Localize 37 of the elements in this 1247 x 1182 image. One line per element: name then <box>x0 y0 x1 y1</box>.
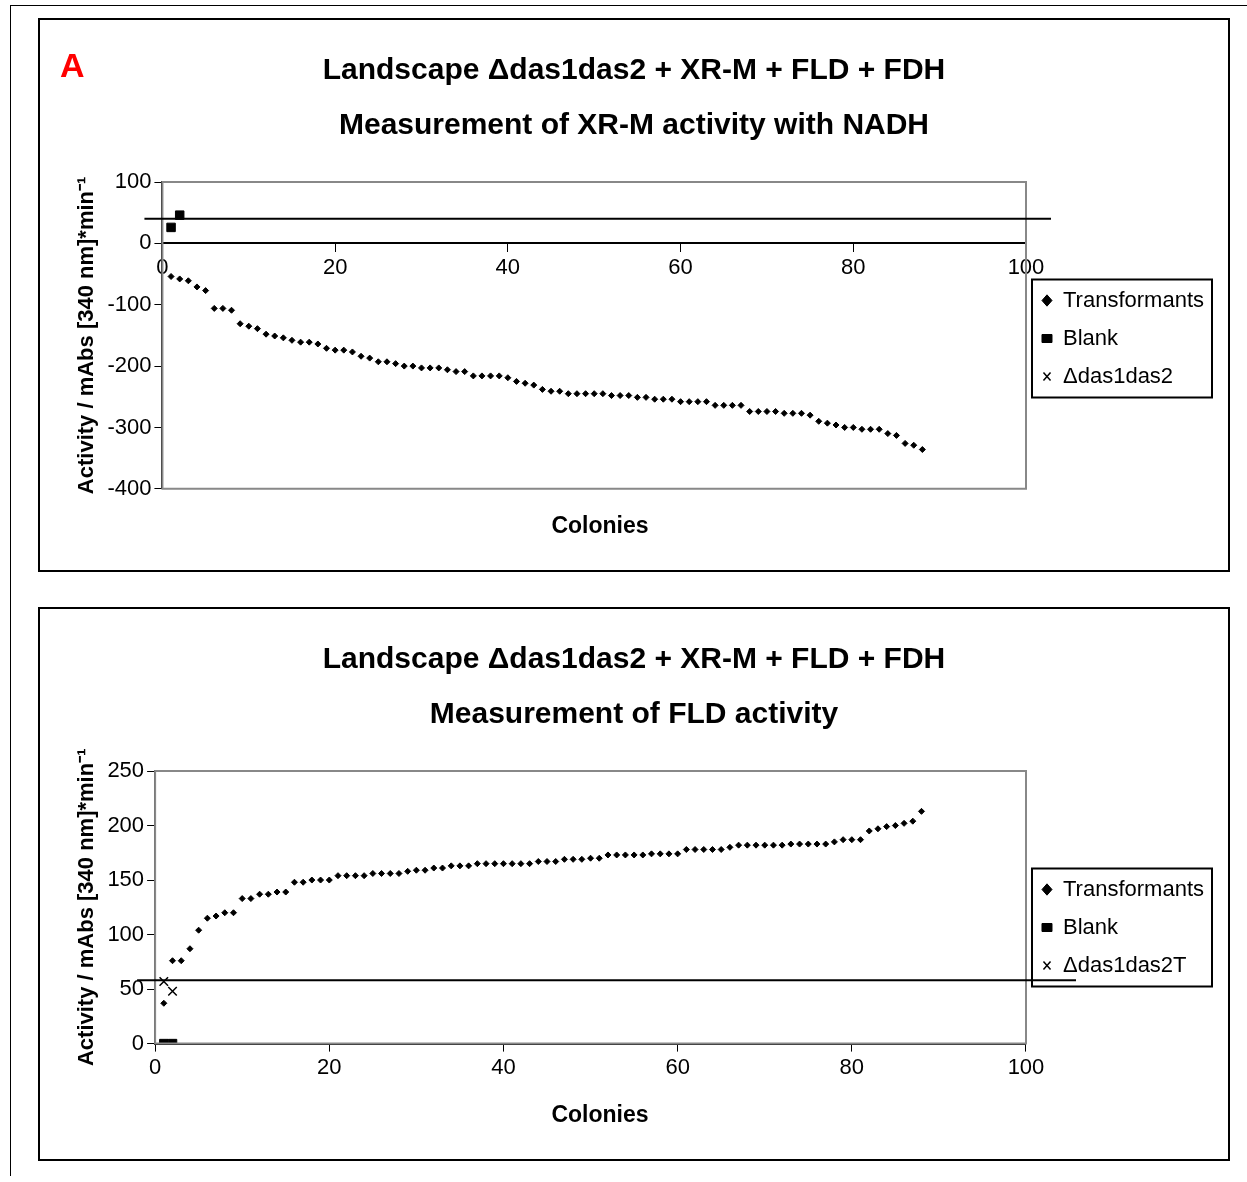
legend-label: Transformants <box>1063 875 1205 901</box>
legend-label: Δdas1das2 <box>1063 362 1174 388</box>
legend-label: Transformants <box>1063 286 1205 312</box>
x-tick-label: 80 <box>839 1053 865 1079</box>
x-tick-label: 20 <box>317 1053 342 1079</box>
x-tick-label: 100 <box>1007 1053 1045 1079</box>
x-axis-title: Colonies <box>550 512 650 539</box>
text: A <box>60 46 85 85</box>
legend-label: Blank <box>1063 913 1120 939</box>
y-axis-title: Activity / mAbs [340 nm]*min⁻¹ <box>73 748 99 1067</box>
x-tick-label: 80 <box>841 253 866 279</box>
y-tick-label: -200 <box>107 352 152 378</box>
chart-title: Landscape Δdas1das2 + XR-M + FLD + FDH <box>322 52 946 85</box>
x-tick-label: 40 <box>495 253 521 279</box>
y-tick-label: -400 <box>107 474 152 500</box>
x-tick-label: 60 <box>668 253 693 279</box>
y-axis-title: Activity / mAbs [340 nm]*min⁻¹ <box>73 176 99 495</box>
y-tick-label: 150 <box>107 866 145 892</box>
y-tick-label: 250 <box>107 757 145 783</box>
x-axis-title: Colonies <box>550 1101 650 1128</box>
chart-subtitle: Measurement of FLD activity <box>428 696 840 730</box>
legend-label: Blank <box>1063 324 1120 350</box>
chart-subtitle: Measurement of XR-M activity with NADH <box>337 107 931 141</box>
y-tick-label: 100 <box>107 920 145 946</box>
y-tick-label: -300 <box>107 413 152 439</box>
y-tick-label: -100 <box>107 290 152 316</box>
x-tick-label: 60 <box>665 1053 690 1079</box>
y-tick-label: 200 <box>107 811 145 837</box>
y-tick-label: 0 <box>139 229 152 255</box>
y-tick-label: 0 <box>131 1029 145 1055</box>
x-tick-label: 100 <box>1007 253 1045 279</box>
legend-label: Δdas1das2T <box>1063 951 1187 977</box>
chart-title: Landscape Δdas1das2 + XR-M + FLD + FDH <box>321 641 947 675</box>
x-tick-label: 20 <box>322 253 348 279</box>
x-tick-label: 40 <box>491 1053 516 1079</box>
y-tick-label: 100 <box>114 168 152 194</box>
y-tick-label: 50 <box>119 975 145 1001</box>
